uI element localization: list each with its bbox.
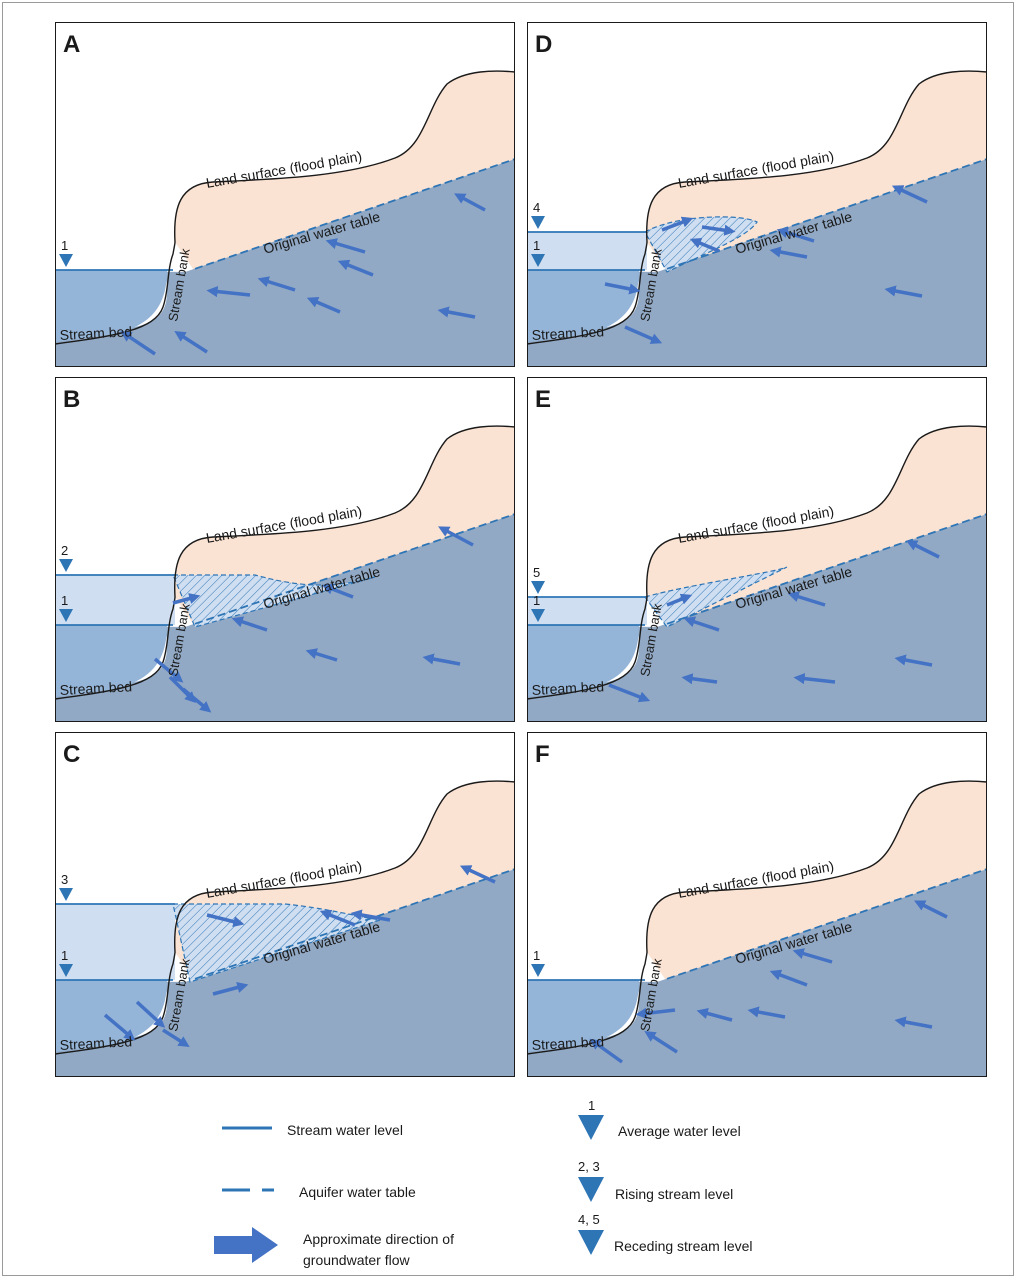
panel-letter: E — [535, 386, 551, 413]
raised-stream-water — [55, 575, 175, 625]
panel-letter: B — [63, 386, 80, 413]
panel-letter: D — [535, 31, 552, 58]
panel-letter: C — [63, 741, 80, 768]
average-water-level-label: 1 — [533, 593, 540, 608]
average-water-level-label: 1 — [533, 238, 540, 253]
panel-E: 1 5 Land surface (flood plain) Original wat… — [527, 377, 987, 722]
panel-letter: A — [63, 31, 80, 58]
average-water-level-label: 1 — [533, 948, 540, 963]
panel-B: 1 2 Land surface (flood plain) Original wat… — [55, 377, 515, 722]
panel-D-svg: 14Land surface (flood plain)Original wat… — [527, 22, 987, 367]
panel-C: 1 3 Land surface (flood plain) Original wat… — [55, 732, 515, 1077]
panel-A: 1 Land surface (flood plain) Original wate… — [55, 22, 515, 367]
average-water-level-label: 1 — [61, 238, 68, 253]
average-water-level-label: 1 — [61, 593, 68, 608]
panel-letter: F — [535, 741, 550, 768]
panel-D: 1 4 Land surface (flood plain) Original wat… — [527, 22, 987, 367]
raised-stream-water — [55, 904, 175, 980]
stream-level-4-label: 4 — [533, 200, 540, 215]
panel-C-svg: 13 Land surface (flood plain)Original wat… — [55, 732, 515, 1077]
stream-level-2-label: 2 — [61, 543, 68, 558]
raised-stream-water — [527, 232, 647, 270]
stream-level-3-label: 3 — [61, 872, 68, 887]
raised-stream-water — [527, 597, 647, 625]
average-water-level-label: 1 — [61, 948, 68, 963]
panel-A-svg: 1Land surface (flood plain)Original wate… — [55, 22, 515, 367]
stream-level-5-label: 5 — [533, 565, 540, 580]
panel-F: 1 Land surface (flood plain) Original wate… — [527, 732, 987, 1077]
